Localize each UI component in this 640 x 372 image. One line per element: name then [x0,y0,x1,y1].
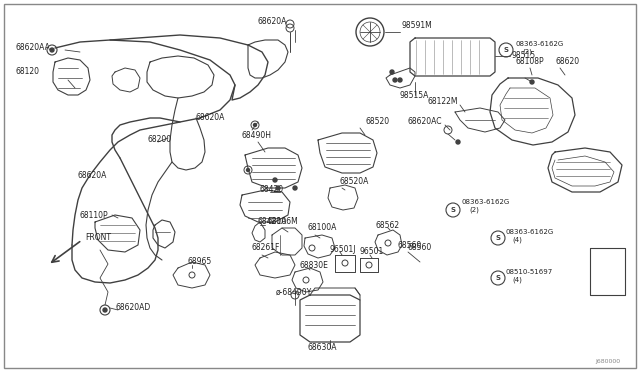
Text: 68261F: 68261F [252,244,280,253]
Text: 68620AD: 68620AD [115,304,150,312]
Text: 68420A: 68420A [258,218,287,227]
Text: 68100A: 68100A [308,224,337,232]
Text: J680000: J680000 [595,359,620,365]
Text: 68106M: 68106M [268,218,299,227]
Text: 68520: 68520 [365,118,389,126]
Text: S: S [504,47,509,53]
Circle shape [50,48,54,52]
Circle shape [246,169,250,171]
Circle shape [276,186,280,190]
Circle shape [103,308,107,312]
Text: (2): (2) [469,207,479,213]
Text: 68120: 68120 [15,67,39,77]
Text: 68420: 68420 [260,186,284,195]
Circle shape [293,186,297,190]
Text: 68620A: 68620A [195,113,225,122]
Circle shape [398,78,402,82]
Text: S: S [495,235,500,241]
Text: 98515A: 98515A [400,90,429,99]
Circle shape [456,140,460,144]
Circle shape [253,124,257,126]
Text: S: S [495,275,500,281]
Text: 08363-6162G: 08363-6162G [515,41,563,47]
Circle shape [273,178,277,182]
Text: S: S [451,207,456,213]
Text: FRONT: FRONT [85,234,111,243]
Circle shape [530,80,534,84]
Text: 98515: 98515 [512,51,536,60]
Text: 98591M: 98591M [402,20,433,29]
Text: 68110P: 68110P [80,211,109,219]
Text: 08363-6162G: 08363-6162G [462,199,510,205]
Text: 08510-51697: 08510-51697 [505,269,552,275]
Circle shape [390,70,394,74]
Text: 68620A: 68620A [78,170,108,180]
Text: 68200: 68200 [148,135,172,144]
Text: 68108P: 68108P [515,58,543,67]
Text: 08363-6162G: 08363-6162G [505,229,553,235]
Text: 68520A: 68520A [340,177,369,186]
Text: 68490H: 68490H [242,131,272,140]
Text: 68620AC: 68620AC [408,118,442,126]
Text: 68562: 68562 [375,221,399,230]
Circle shape [393,78,397,82]
Text: 68560: 68560 [408,244,432,253]
Text: 68620AA: 68620AA [15,44,50,52]
Text: 68830E: 68830E [300,260,329,269]
Text: ø-68490Y: ø-68490Y [276,288,312,296]
Text: 68122M: 68122M [428,97,458,106]
Text: (4): (4) [512,277,522,283]
Text: 68965: 68965 [188,257,212,266]
Text: 68560: 68560 [398,241,422,250]
Text: 68620: 68620 [555,58,579,67]
Text: 96501J: 96501J [330,246,356,254]
Text: 68620A: 68620A [258,17,287,26]
Text: (4): (4) [512,237,522,243]
Text: (2): (2) [522,49,532,55]
Text: 68630A: 68630A [308,343,337,353]
Text: 96501: 96501 [360,247,384,257]
